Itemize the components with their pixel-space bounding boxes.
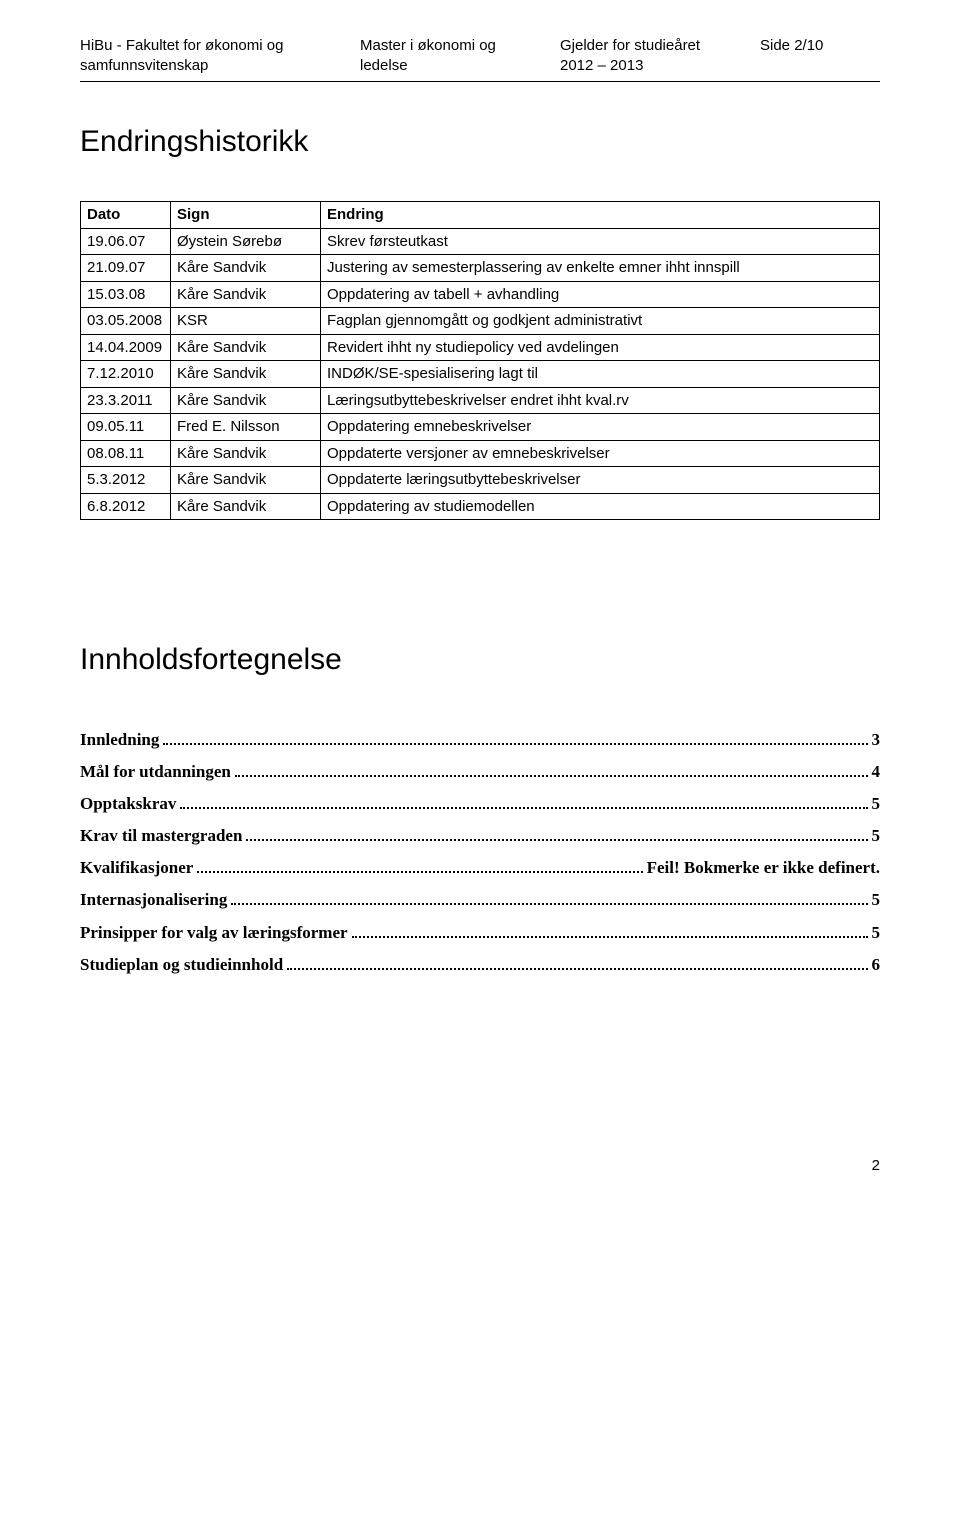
toc-page: 5 xyxy=(872,922,881,944)
toc-label: Prinsipper for valg av læringsformer xyxy=(80,922,348,944)
table-cell: KSR xyxy=(171,308,321,335)
header-text: HiBu - Fakultet for økonomi og xyxy=(80,36,360,56)
table-cell: Oppdatering emnebeskrivelser xyxy=(321,414,880,441)
table-cell: Øystein Sørebø xyxy=(171,228,321,255)
header-col-institution: HiBu - Fakultet for økonomi og samfunnsv… xyxy=(80,36,360,75)
table-row: 23.3.2011Kåre SandvikLæringsutbyttebeskr… xyxy=(81,387,880,414)
table-cell: Læringsutbyttebeskrivelser endret ihht k… xyxy=(321,387,880,414)
toc-page: 6 xyxy=(872,954,881,976)
table-cell: Oppdaterte versjoner av emnebeskrivelser xyxy=(321,440,880,467)
table-row: 21.09.07Kåre SandvikJustering av semeste… xyxy=(81,255,880,282)
page-title: Endringshistorikk xyxy=(80,122,880,161)
table-cell: 14.04.2009 xyxy=(81,334,171,361)
table-cell: 09.05.11 xyxy=(81,414,171,441)
table-cell: Justering av semesterplassering av enkel… xyxy=(321,255,880,282)
toc-label: Mål for utdanningen xyxy=(80,761,231,783)
toc-row: Krav til mastergraden 5 xyxy=(80,825,880,847)
toc-leader xyxy=(231,892,867,906)
table-cell: 5.3.2012 xyxy=(81,467,171,494)
table-cell: Kåre Sandvik xyxy=(171,255,321,282)
table-row: 08.08.11Kåre SandvikOppdaterte versjoner… xyxy=(81,440,880,467)
table-header-sign: Sign xyxy=(171,202,321,229)
table-row: 19.06.07Øystein SørebøSkrev førsteutkast xyxy=(81,228,880,255)
table-cell: Kåre Sandvik xyxy=(171,281,321,308)
header-text: Gjelder for studieåret xyxy=(560,36,760,56)
table-cell: Kåre Sandvik xyxy=(171,387,321,414)
toc-row: Internasjonalisering 5 xyxy=(80,889,880,911)
table-cell: Kåre Sandvik xyxy=(171,334,321,361)
table-row: 03.05.2008KSRFagplan gjennomgått og godk… xyxy=(81,308,880,335)
toc-label: Innledning xyxy=(80,729,159,751)
toc-page: 5 xyxy=(872,825,881,847)
header-text: samfunnsvitenskap xyxy=(80,56,360,76)
table-cell: 23.3.2011 xyxy=(81,387,171,414)
table-cell: Oppdatering av tabell + avhandling xyxy=(321,281,880,308)
table-cell: 08.08.11 xyxy=(81,440,171,467)
table-cell: 03.05.2008 xyxy=(81,308,171,335)
table-row: 09.05.11Fred E. NilssonOppdatering emneb… xyxy=(81,414,880,441)
change-log-table: Dato Sign Endring 19.06.07Øystein Sørebø… xyxy=(80,201,880,520)
toc-title: Innholdsfortegnelse xyxy=(80,640,880,679)
toc-page: 5 xyxy=(872,793,881,815)
header-col-year: Gjelder for studieåret 2012 – 2013 xyxy=(560,36,760,75)
table-cell: Skrev førsteutkast xyxy=(321,228,880,255)
header-text: Master i økonomi og xyxy=(360,36,560,56)
toc-leader xyxy=(163,731,867,745)
table-cell: Revidert ihht ny studiepolicy ved avdeli… xyxy=(321,334,880,361)
toc-row: Innledning 3 xyxy=(80,729,880,751)
toc-leader xyxy=(197,860,642,874)
table-row: 15.03.08Kåre SandvikOppdatering av tabel… xyxy=(81,281,880,308)
table-cell: Kåre Sandvik xyxy=(171,493,321,520)
table-cell: Fred E. Nilsson xyxy=(171,414,321,441)
table-row: 6.8.2012Kåre SandvikOppdatering av studi… xyxy=(81,493,880,520)
toc-label: Krav til mastergraden xyxy=(80,825,242,847)
header-divider xyxy=(80,81,880,82)
page-number: 2 xyxy=(80,1156,880,1176)
toc-page: 5 xyxy=(872,889,881,911)
toc-leader xyxy=(287,956,867,970)
table-row: 14.04.2009Kåre SandvikRevidert ihht ny s… xyxy=(81,334,880,361)
table-cell: 7.12.2010 xyxy=(81,361,171,388)
toc-leader xyxy=(246,828,867,842)
toc-row: Mål for utdanningen 4 xyxy=(80,761,880,783)
table-cell: INDØK/SE-spesialisering lagt til xyxy=(321,361,880,388)
header-text: 2012 – 2013 xyxy=(560,56,760,76)
header-text: Side 2/10 xyxy=(760,36,880,56)
table-cell: 19.06.07 xyxy=(81,228,171,255)
table-header-row: Dato Sign Endring xyxy=(81,202,880,229)
table-cell: Kåre Sandvik xyxy=(171,440,321,467)
toc-label: Studieplan og studieinnhold xyxy=(80,954,283,976)
header-col-page: Side 2/10 xyxy=(760,36,880,75)
toc-page: Feil! Bokmerke er ikke definert. xyxy=(647,857,880,879)
table-cell: Oppdatering av studiemodellen xyxy=(321,493,880,520)
toc-label: Kvalifikasjoner xyxy=(80,857,193,879)
table-cell: 15.03.08 xyxy=(81,281,171,308)
toc-label: Internasjonalisering xyxy=(80,889,227,911)
toc-row: Opptakskrav 5 xyxy=(80,793,880,815)
toc-row: Kvalifikasjoner Feil! Bokmerke er ikke de… xyxy=(80,857,880,879)
table-header-endring: Endring xyxy=(321,202,880,229)
table-of-contents: Innledning 3 Mål for utdanningen 4 Opptakskr… xyxy=(80,729,880,976)
table-row: 7.12.2010Kåre SandvikINDØK/SE-spesialise… xyxy=(81,361,880,388)
header-text: ledelse xyxy=(360,56,560,76)
toc-page: 4 xyxy=(872,761,881,783)
toc-label: Opptakskrav xyxy=(80,793,176,815)
toc-leader xyxy=(352,924,868,938)
table-cell: 6.8.2012 xyxy=(81,493,171,520)
table-cell: 21.09.07 xyxy=(81,255,171,282)
toc-row: Studieplan og studieinnhold 6 xyxy=(80,954,880,976)
toc-leader xyxy=(235,764,868,778)
toc-leader xyxy=(180,796,867,810)
table-cell: Oppdaterte læringsutbyttebeskrivelser xyxy=(321,467,880,494)
table-cell: Kåre Sandvik xyxy=(171,361,321,388)
toc-page: 3 xyxy=(872,729,881,751)
table-cell: Fagplan gjennomgått og godkjent administ… xyxy=(321,308,880,335)
toc-row: Prinsipper for valg av læringsformer 5 xyxy=(80,922,880,944)
table-cell: Kåre Sandvik xyxy=(171,467,321,494)
document-header: HiBu - Fakultet for økonomi og samfunnsv… xyxy=(80,36,880,75)
table-row: 5.3.2012Kåre SandvikOppdaterte læringsut… xyxy=(81,467,880,494)
header-col-program: Master i økonomi og ledelse xyxy=(360,36,560,75)
table-header-dato: Dato xyxy=(81,202,171,229)
